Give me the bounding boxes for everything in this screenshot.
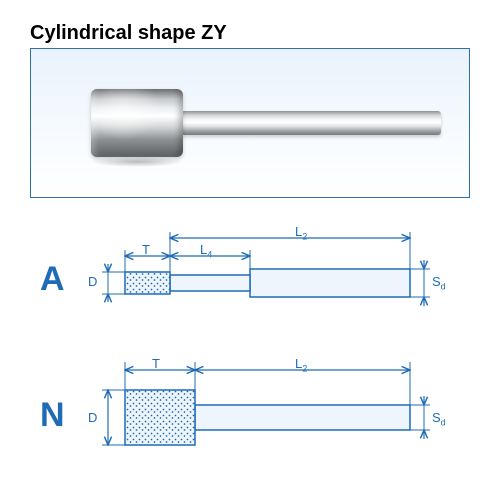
product-photo — [30, 48, 470, 198]
diagram-svg — [30, 210, 470, 480]
page-title: Cylindrical shape ZY — [30, 22, 227, 45]
diagram-letter-n: N — [40, 396, 65, 435]
label-n-d: D — [88, 410, 97, 425]
photo-shaft — [181, 111, 441, 135]
label-a-t: T — [142, 242, 150, 257]
diagram-letter-a: A — [40, 260, 65, 299]
label-a-d: D — [88, 274, 97, 289]
label-a-l2: L2 — [295, 224, 307, 242]
label-n-l2: L2 — [295, 356, 307, 374]
photo-head — [91, 89, 183, 157]
label-n-t: T — [152, 356, 160, 371]
diagram-area: A N D T L4 L2 Sd D T L2 Sd — [30, 210, 470, 480]
label-a-sd: Sd — [432, 274, 446, 292]
label-n-sd: Sd — [432, 410, 446, 428]
label-a-l4: L4 — [200, 242, 212, 260]
